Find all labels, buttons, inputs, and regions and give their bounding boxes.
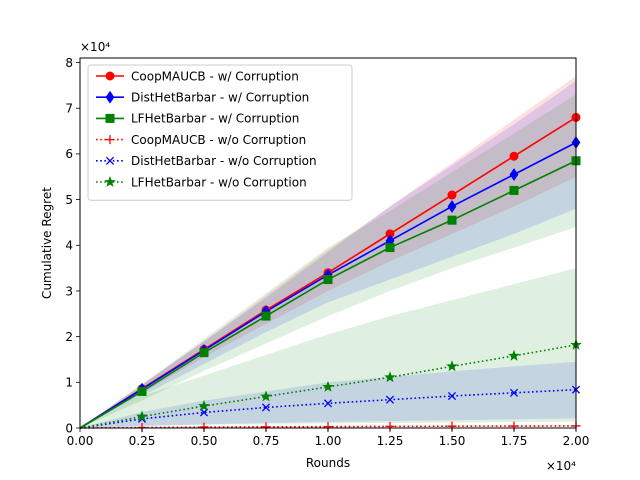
point-lfhetbarbar-w-o-corruption	[508, 349, 520, 361]
point-disthetbarbar-w-o-corruption	[261, 403, 271, 412]
y-tick-label: 5	[65, 193, 73, 207]
legend-swatch-marker	[105, 135, 115, 145]
legend-item-disthetbarbar-w-corruption: DistHetBarbar - w/ Corruption	[96, 91, 309, 105]
x-tick-label: 0.25	[129, 434, 156, 448]
x-tick-label: 1.00	[315, 434, 342, 448]
point-disthetbarbar-w-corruption	[509, 168, 519, 181]
series-markers	[136, 112, 582, 433]
y-tick-label: 0	[65, 421, 73, 435]
y-tick-label: 8	[65, 56, 73, 70]
legend-item-coopmaucb-w-corruption: CoopMAUCB - w/ Corruption	[96, 69, 299, 83]
legend-swatch-marker	[105, 156, 115, 165]
point-lfhetbarbar-w-corruption	[261, 311, 271, 321]
band-coopmaucb-w-corruption	[80, 76, 576, 429]
y-tick-label: 7	[65, 102, 73, 116]
legend-item-lfhetbarbar-w-corruption: LFHetBarbar - w/ Corruption	[96, 112, 299, 126]
legend-label: CoopMAUCB - w/o Corruption	[131, 133, 306, 147]
point-disthetbarbar-w-o-corruption	[509, 388, 519, 397]
band-disthetbarbar-w-corruption	[80, 80, 576, 428]
x-tick-label: 1.75	[501, 434, 528, 448]
y-tick-label: 2	[65, 330, 73, 344]
y-tick-label: 6	[65, 147, 73, 161]
legend-label: CoopMAUCB - w/ Corruption	[131, 69, 299, 83]
x-axis-title: Rounds	[306, 456, 350, 470]
point-lfhetbarbar-w-o-corruption	[136, 410, 148, 422]
point-lfhetbarbar-w-corruption	[323, 275, 333, 285]
legend-swatch-marker	[105, 113, 115, 123]
legend-label: DistHetBarbar - w/ Corruption	[131, 91, 309, 105]
point-disthetbarbar-w-o-corruption	[447, 391, 457, 401]
legend-box	[87, 64, 353, 201]
y-tick-label: 3	[65, 284, 73, 298]
point-disthetbarbar-w-corruption	[447, 200, 457, 213]
x-tick-label: 1.25	[377, 434, 404, 448]
x-axis-ticks: 0.00 0.25 0.50 0.75 1.00 1.25 1.50 1.75 2.00	[67, 428, 590, 448]
legend-label: DistHetBarbar - w/o Corruption	[131, 154, 317, 168]
point-lfhetbarbar-w-corruption	[199, 348, 209, 358]
x-tick-label: 1.50	[439, 434, 466, 448]
point-lfhetbarbar-w-o-corruption	[384, 371, 396, 383]
band-lfhetbarbar-w-o-corruption	[80, 268, 576, 428]
x-tick-label: 0.75	[253, 434, 280, 448]
legend-item-disthetbarbar-w-o-corruption: DistHetBarbar - w/o Corruption	[96, 154, 317, 168]
y-axis-ticks: 0 1 2 3 4 5 6 7 8	[65, 56, 80, 435]
point-disthetbarbar-w-o-corruption	[323, 399, 333, 408]
point-lfhetbarbar-w-o-corruption	[446, 360, 458, 372]
point-coopmaucb-w-corruption	[447, 190, 457, 200]
point-lfhetbarbar-w-o-corruption	[260, 390, 272, 402]
point-disthetbarbar-w-o-corruption	[385, 395, 395, 404]
point-lfhetbarbar-w-corruption	[509, 185, 519, 195]
legend-swatch-marker	[105, 90, 115, 104]
y-tick-label: 1	[65, 376, 73, 390]
y-axis-offset-label: ×10⁴	[80, 40, 110, 54]
legend-item-lfhetbarbar-w-o-corruption: LFHetBarbar - w/o Corruption	[96, 175, 307, 189]
legend-label: LFHetBarbar - w/ Corruption	[131, 112, 299, 126]
legend-swatch-marker	[105, 71, 115, 81]
x-tick-label: 2.00	[563, 434, 590, 448]
point-lfhetbarbar-w-o-corruption	[198, 400, 210, 411]
point-lfhetbarbar-w-o-corruption	[322, 380, 334, 392]
legend: CoopMAUCB - w/ Corruption DistHetBarbar -…	[87, 64, 353, 201]
legend-swatch-marker	[104, 175, 116, 187]
y-axis-title: Cumulative Regret	[40, 187, 54, 299]
point-lfhetbarbar-w-corruption	[137, 386, 147, 396]
y-tick-label: 4	[65, 239, 73, 253]
point-lfhetbarbar-w-corruption	[447, 215, 457, 225]
legend-item-coopmaucb-w-o-corruption: CoopMAUCB - w/o Corruption	[96, 133, 306, 147]
x-tick-label: 0.00	[67, 434, 94, 448]
band-disthetbarbar-w-o-corruption	[80, 361, 576, 428]
x-tick-label: 0.50	[191, 434, 218, 448]
legend-label: LFHetBarbar - w/o Corruption	[131, 175, 307, 189]
point-coopmaucb-w-corruption	[509, 151, 519, 161]
point-lfhetbarbar-w-corruption	[385, 243, 395, 253]
line-lfhetbarbar-w-o-corruption	[79, 344, 577, 429]
x-axis-offset-label: ×10⁴	[546, 459, 576, 473]
